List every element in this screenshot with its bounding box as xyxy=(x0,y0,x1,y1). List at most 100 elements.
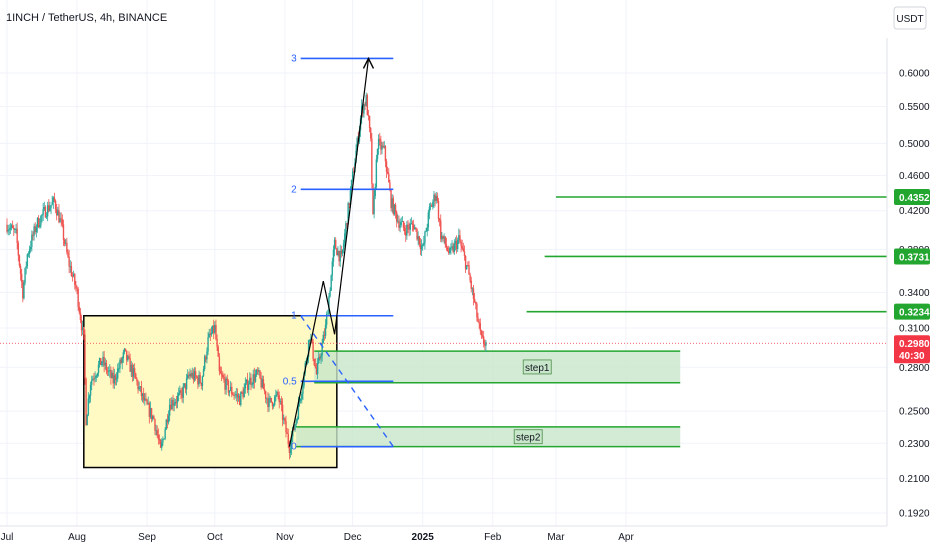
candle-body xyxy=(255,369,258,375)
zone-label-box xyxy=(522,359,552,375)
candle-body xyxy=(32,234,34,236)
candle-body xyxy=(167,415,170,423)
candle-body xyxy=(93,378,95,380)
candle-body xyxy=(122,352,125,359)
candle-body xyxy=(296,419,298,421)
price-tick-label: 0.2500 xyxy=(899,407,930,418)
candle-body xyxy=(18,255,21,266)
candle-body xyxy=(309,339,311,341)
candle-body xyxy=(298,400,301,403)
currency-box[interactable] xyxy=(893,6,927,30)
candle-body xyxy=(382,145,384,148)
candle-body xyxy=(318,356,320,363)
candle-body xyxy=(182,386,184,398)
candle-body xyxy=(264,391,267,399)
candle-body xyxy=(67,252,69,257)
candle-body xyxy=(119,359,121,369)
candle-body xyxy=(364,104,366,106)
candle-body xyxy=(384,146,387,162)
candle-body xyxy=(275,394,277,397)
candle-body xyxy=(258,370,260,372)
projection-path xyxy=(288,58,370,447)
candle-body xyxy=(180,390,182,394)
candle-body xyxy=(37,217,40,228)
candle-body xyxy=(297,402,300,420)
candle-body xyxy=(311,338,313,342)
candle-body xyxy=(394,204,397,212)
candle-body xyxy=(401,221,404,222)
candle-body xyxy=(322,334,324,344)
candle-body xyxy=(222,375,224,378)
candle-body xyxy=(344,233,346,244)
zones: step1 step2 xyxy=(296,350,681,448)
candle-body xyxy=(290,436,293,449)
candle-body xyxy=(363,104,365,114)
candle-body xyxy=(320,355,322,359)
price-tick-label: 0.4600 xyxy=(899,171,930,182)
candle-body xyxy=(199,374,201,383)
candle-body xyxy=(155,430,157,432)
candle-body xyxy=(443,236,445,239)
candle-body xyxy=(388,173,390,183)
candle-body xyxy=(336,248,338,256)
candle-body xyxy=(132,368,135,377)
candle-body xyxy=(120,359,122,363)
candle-body xyxy=(207,337,209,352)
candle-body xyxy=(368,115,371,128)
candle-body xyxy=(77,288,79,307)
candle-body xyxy=(150,408,153,420)
time-tick-label: Aug xyxy=(68,532,86,543)
candle-body xyxy=(200,382,202,387)
candle-body xyxy=(175,402,178,403)
candle-body xyxy=(33,226,35,236)
candle-body xyxy=(399,224,401,228)
candle-body xyxy=(391,198,393,209)
candle-body xyxy=(446,247,449,252)
candle-body xyxy=(95,376,97,378)
candle-body xyxy=(377,138,380,150)
candle-body xyxy=(379,138,381,141)
candle-body xyxy=(158,439,161,441)
candle-body xyxy=(261,379,263,388)
candle-body xyxy=(252,374,254,385)
candle-body xyxy=(214,324,216,333)
candle-body xyxy=(191,372,193,377)
candle-body xyxy=(372,183,374,214)
candle-body xyxy=(154,419,156,431)
candle-body xyxy=(234,394,236,396)
zone-label: step2 xyxy=(516,433,541,444)
fib-extension: 3 2 1 0.5 0 xyxy=(283,53,394,453)
candle-body xyxy=(371,138,373,184)
countdown-label: 40:30 xyxy=(899,351,925,362)
candle-body xyxy=(469,274,471,281)
candle-body xyxy=(168,404,171,416)
candle-body xyxy=(433,194,435,202)
candle-body xyxy=(218,356,221,372)
candle-body xyxy=(362,105,364,114)
candle-body xyxy=(268,398,270,408)
candle-body xyxy=(400,221,402,225)
candle-body xyxy=(353,171,355,173)
candle-body xyxy=(20,273,23,282)
candle-body xyxy=(50,205,52,208)
candle-body xyxy=(257,369,259,372)
zone-label: step1 xyxy=(525,363,550,374)
candle-body xyxy=(51,202,53,206)
candle-body xyxy=(274,396,276,405)
chart-title: 1INCH / TetherUS, 4h, BINANCE xyxy=(6,12,167,24)
candle-body xyxy=(428,206,431,213)
candle-body xyxy=(201,376,204,387)
candle-body xyxy=(444,236,446,245)
candle-body xyxy=(109,369,111,371)
target-price-label: 0.3731 xyxy=(899,252,930,263)
candle-body xyxy=(385,161,388,172)
candle-body xyxy=(412,224,415,230)
candle-body xyxy=(436,195,439,201)
candle-body xyxy=(148,403,151,417)
candle-body xyxy=(356,137,358,151)
candle-body xyxy=(130,364,132,372)
candle-body xyxy=(407,224,409,228)
candle-body xyxy=(88,395,91,399)
candle-body xyxy=(458,235,460,240)
